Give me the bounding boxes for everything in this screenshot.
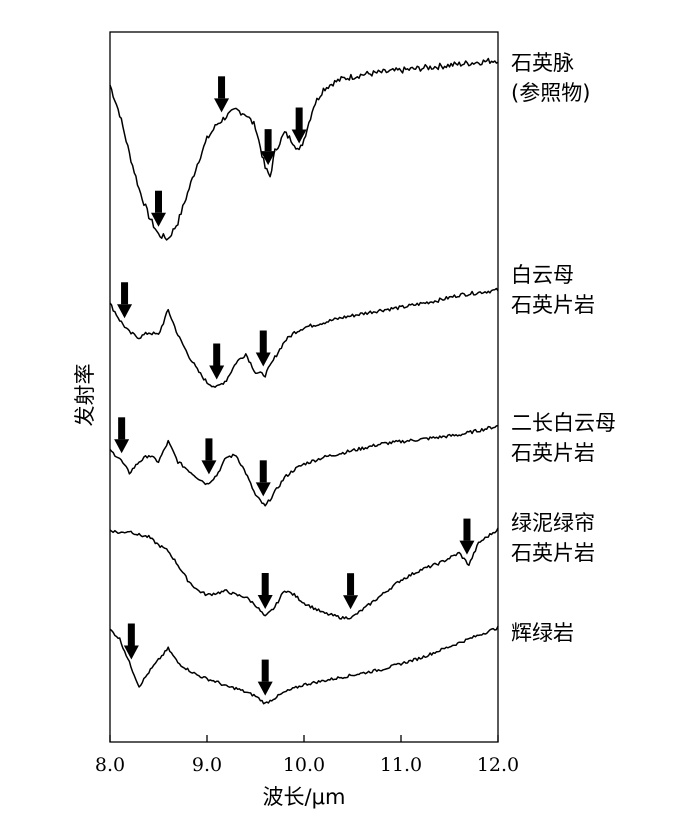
- series-label-1: (参照物): [511, 81, 590, 105]
- absorption-arrow: [255, 330, 271, 367]
- absorption-arrow: [343, 573, 359, 610]
- arrow-layer: [114, 76, 475, 696]
- absorption-arrow: [114, 417, 130, 454]
- absorption-arrow: [257, 659, 273, 696]
- x-tick-label: 11.0: [380, 754, 422, 776]
- x-tick-label: 10.0: [283, 754, 325, 776]
- series-label-2: 石英片岩: [511, 293, 595, 317]
- absorption-arrow: [260, 129, 276, 166]
- series-label-3: 石英片岩: [511, 441, 595, 465]
- series-line-3: [109, 425, 499, 507]
- series-line-5: [109, 625, 499, 705]
- x-tick-label: 9.0: [192, 754, 222, 776]
- series-line-1: [109, 57, 499, 241]
- series-label-3: 二长白云母: [511, 411, 616, 435]
- x-tick-label: 12.0: [477, 754, 519, 776]
- series-line-2: [109, 287, 499, 388]
- series-label-4: 石英片岩: [511, 541, 595, 565]
- absorption-arrow: [214, 76, 230, 113]
- x-axis-ticks: 8.0 9.0 10.0 11.0 12.0: [95, 735, 519, 776]
- absorption-arrow: [117, 282, 133, 319]
- series-label-2: 白云母: [511, 263, 574, 287]
- x-axis-label: 波长/μm: [263, 785, 346, 809]
- absorption-arrow: [255, 460, 271, 497]
- absorption-arrow: [291, 107, 307, 144]
- series-label-4: 绿泥绿帘: [511, 511, 595, 535]
- absorption-arrow: [257, 573, 273, 609]
- series-layer: [109, 57, 499, 705]
- series-label-1: 石英脉: [511, 51, 574, 75]
- absorption-arrow: [209, 343, 225, 380]
- absorption-arrow: [201, 438, 217, 475]
- y-axis-label: 发射率: [73, 364, 97, 427]
- absorption-arrow: [459, 518, 475, 555]
- absorption-arrow: [151, 190, 166, 227]
- series-line-4: [109, 527, 499, 620]
- absorption-arrow: [123, 623, 139, 660]
- x-tick-label: 8.0: [95, 754, 125, 776]
- series-label-5: 辉绿岩: [511, 621, 574, 645]
